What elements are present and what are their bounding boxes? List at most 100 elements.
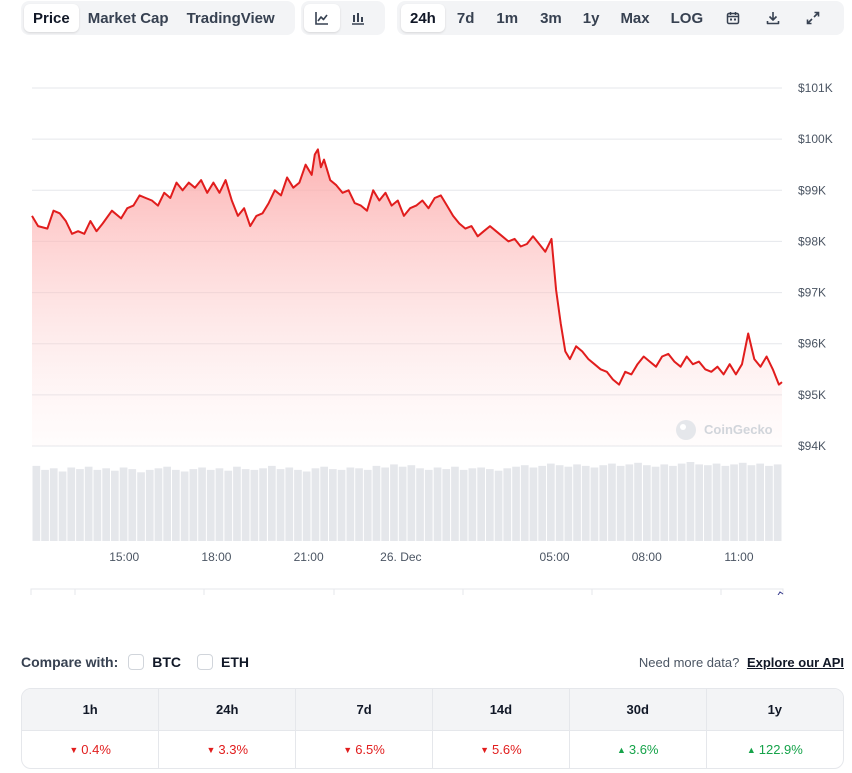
volume-bar: [372, 465, 381, 541]
x-tick-label: 18:00: [201, 550, 231, 564]
volume-bar: [250, 469, 259, 541]
volume-bar: [180, 471, 189, 541]
tab-tradingview[interactable]: TradingView: [186, 9, 275, 27]
range-navigator[interactable]: 201420162018202020222024: [30, 588, 786, 595]
volume-bar: [765, 465, 773, 541]
y-tick-label: $97K: [798, 286, 826, 300]
volume-bar: [712, 463, 721, 541]
volume-bar: [424, 469, 433, 541]
volume-bar: [285, 467, 294, 541]
volume-bar: [137, 472, 145, 541]
header-24h: 24h: [158, 689, 297, 730]
volume-bar: [686, 462, 695, 541]
compare-label: Compare with:: [21, 654, 119, 670]
chart-type-group: [301, 1, 385, 35]
y-tick-label: $99K: [798, 183, 826, 197]
range-1y-button[interactable]: 1y: [582, 9, 600, 27]
volume-bar: [695, 464, 703, 541]
x-tick-label: 15:00: [109, 550, 139, 564]
y-tick-label: $95K: [798, 388, 826, 402]
change-7d: ▼ 6.5%: [295, 729, 433, 768]
volume-bar: [206, 469, 215, 541]
volume-bar: [111, 470, 119, 541]
fullscreen-button[interactable]: [795, 4, 831, 32]
calendar-button[interactable]: [715, 4, 751, 32]
download-button[interactable]: [755, 4, 791, 32]
volume-bar: [451, 466, 459, 541]
volume-bar: [93, 469, 102, 541]
volume-bar: [486, 469, 494, 541]
volume-bar: [520, 465, 529, 541]
volume-bar: [84, 466, 93, 541]
log-scale-button[interactable]: LOG: [670, 9, 704, 27]
header-1h: 1h: [22, 689, 160, 730]
btc-checkbox[interactable]: [128, 654, 145, 670]
y-tick-label: $101K: [798, 81, 833, 95]
volume-bar: [67, 467, 76, 541]
volume-bar: [276, 469, 285, 541]
y-tick-label: $94K: [798, 439, 826, 453]
volume-bar: [198, 467, 206, 541]
y-tick-label: $96K: [798, 337, 826, 351]
volume-bar: [651, 466, 660, 541]
volume-bar: [233, 466, 241, 541]
y-axis: $101K $100K $99K $98K $97K $96K $95K $94K: [798, 81, 833, 453]
api-promo-text: Need more data?: [638, 654, 740, 670]
range-3m-button[interactable]: 3m: [540, 9, 562, 27]
range-1m-button[interactable]: 1m: [496, 9, 519, 27]
eth-checkbox[interactable]: [197, 654, 214, 670]
volume-bar: [512, 466, 520, 541]
candlestick-chart-button[interactable]: [340, 4, 376, 32]
change-14d: ▼ 5.6%: [432, 729, 570, 768]
volume-bar: [355, 468, 363, 541]
volume-bar: [468, 468, 477, 541]
btc-label: BTC: [152, 654, 182, 670]
volume-bar: [564, 466, 573, 541]
compare-bar: Compare with: BTC ETH Need more data? Ex…: [21, 652, 844, 672]
x-tick-label: 05:00: [540, 550, 570, 564]
range-max-button[interactable]: Max: [620, 9, 650, 27]
volume-bar: [320, 466, 328, 541]
header-14d: 14d: [432, 689, 570, 730]
range-24h-button[interactable]: 24h: [401, 4, 445, 32]
coingecko-watermark: CoinGecko: [676, 420, 773, 440]
volume-bar: [634, 462, 642, 541]
compare-btc-option[interactable]: BTC: [128, 654, 181, 670]
header-1y: 1y: [706, 689, 843, 730]
volume-bar: [119, 467, 128, 541]
down-arrow-icon: ▼: [206, 745, 216, 756]
x-tick-label: 08:00: [632, 550, 662, 564]
down-arrow-icon: ▼: [480, 745, 490, 756]
volume-bar: [494, 470, 503, 541]
tab-price[interactable]: Price: [24, 4, 79, 32]
header-30d: 30d: [569, 689, 707, 730]
api-promo: Need more data? Explore our API: [639, 655, 844, 670]
volume-bar: [189, 469, 198, 541]
calendar-icon: [726, 12, 740, 25]
explore-api-link[interactable]: Explore our API: [746, 654, 844, 670]
volume-bar: [599, 465, 608, 541]
volume-bar: [756, 463, 764, 541]
range-7d-button[interactable]: 7d: [456, 9, 475, 27]
volume-bar: [224, 470, 233, 541]
volume-bar: [294, 469, 302, 541]
volume-bar: [302, 471, 311, 541]
performance-table: 1h 24h 7d 14d 30d 1y ▼ 0.4% ▼ 3.3% ▼ 6.5% ▼…: [21, 688, 844, 769]
line-chart-button[interactable]: [304, 4, 340, 32]
volume-bar: [241, 469, 250, 541]
volume-bar: [163, 466, 171, 541]
volume-bar: [381, 467, 389, 541]
volume-bar: [704, 465, 712, 541]
price-chart[interactable]: $101K $100K $99K $98K $97K $96K $95K $94K CoinG…: [0, 40, 852, 595]
volume-bar: [459, 469, 468, 541]
volume-bar: [311, 468, 320, 541]
volume-bar: [625, 464, 634, 541]
tab-market-cap[interactable]: Market Cap: [87, 9, 169, 27]
volume-bar: [32, 465, 41, 541]
compare-eth-option[interactable]: ETH: [197, 654, 249, 670]
volume-bar: [49, 468, 58, 541]
up-arrow-icon: ▲: [746, 745, 756, 756]
view-tab-group: Price Market Cap TradingView: [21, 1, 295, 35]
volume-bar: [773, 464, 782, 541]
down-arrow-icon: ▼: [343, 745, 353, 756]
